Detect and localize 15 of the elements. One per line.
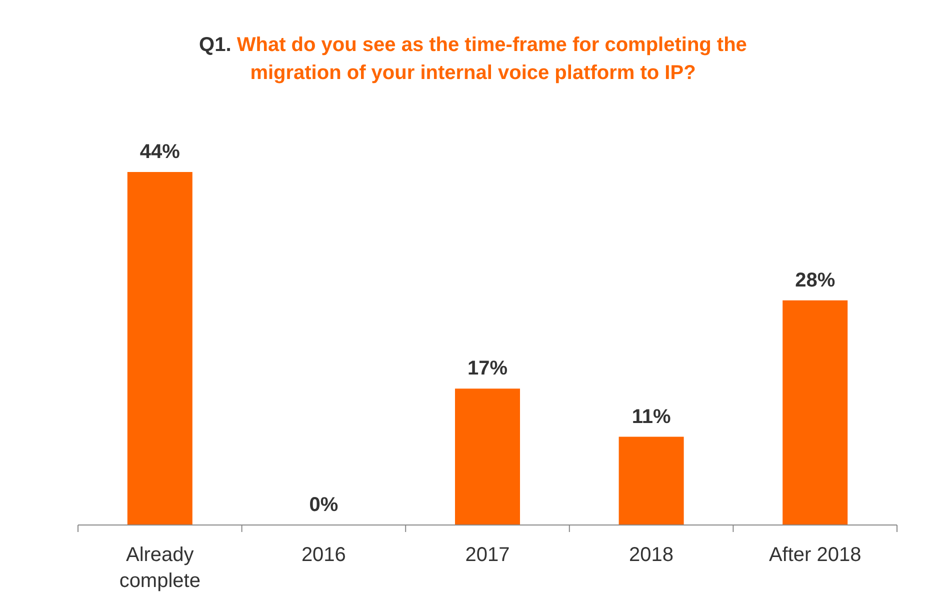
- x-tick-label: After 2018: [768, 544, 862, 566]
- data-label: 28%: [795, 269, 836, 292]
- x-tick-label: Already complete: [119, 544, 200, 592]
- x-tick-label: 2017: [465, 544, 510, 566]
- data-label: 0%: [309, 494, 338, 516]
- bar: [455, 388, 520, 525]
- bar: [127, 172, 192, 525]
- x-tick-label: 2018: [629, 544, 674, 566]
- bar: [782, 300, 848, 525]
- data-label: 11%: [632, 406, 671, 428]
- x-tick-label: 2016: [301, 544, 346, 566]
- data-label: 17%: [467, 358, 508, 380]
- chart-title: Q1. What do you see as the time-frame for completing the migration of your internal voice platform to IP?: [199, 34, 747, 84]
- bar: [618, 436, 684, 525]
- data-label: 44%: [140, 141, 180, 163]
